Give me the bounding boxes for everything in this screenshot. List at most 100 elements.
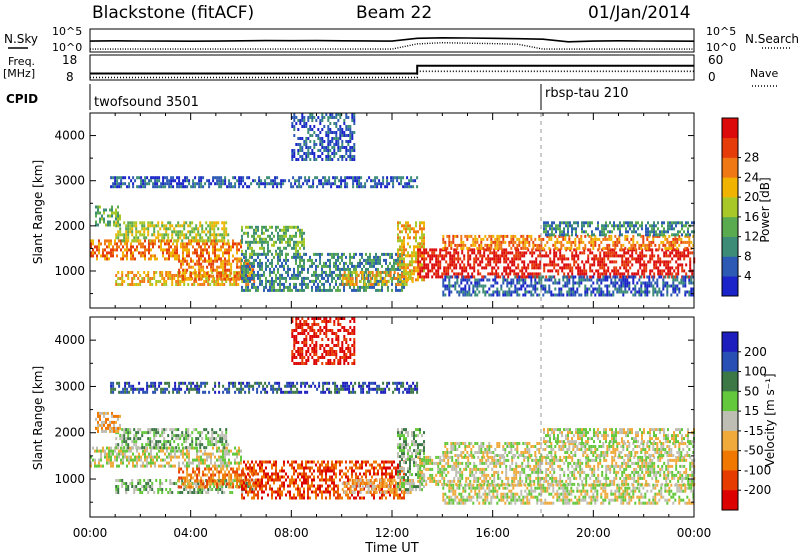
power-cells-cell-4 [214,259,217,263]
power-cells-cell-7 [249,240,251,244]
power-cells-cell-11 [503,257,506,261]
power-cells-cell-6 [299,261,301,265]
power-cells-cell-11 [427,263,430,267]
power-cells-cell-1 [201,224,204,228]
power-cells-cell-14 [668,275,671,279]
power-cells-cell-4 [180,274,183,278]
power-cells-cell-10 [321,119,324,122]
power-cells-cell-9 [409,224,411,228]
power-cells-cell-5 [170,179,173,183]
power-cells-cell-12 [658,246,661,250]
power-cells-cell-12 [628,246,631,250]
power-cells-cell-5 [392,176,395,180]
power-cells-cell-0 [142,245,144,249]
power-cells-cell-11 [679,263,682,267]
velocity-cells-cell-0 [98,461,100,465]
velocity-cells-cell-0 [116,452,118,456]
power-cells-cell-1 [215,224,218,228]
power-cells-cell-6 [243,279,245,283]
power-cells-cell-6 [359,264,361,268]
power-cells-cell-6 [317,273,319,277]
velocity-cells-cell-0 [174,455,176,459]
power-cells-cell-1 [127,233,130,237]
power-cells-cell-11 [473,260,476,264]
power-cells-cell-11 [493,254,496,258]
power-cells-cell-7 [245,231,247,235]
power-cells-cell-12 [506,234,509,238]
power-cells-cell-14 [566,275,569,279]
power-cells-cell-0 [132,251,134,255]
power-cells-cell-0 [132,245,134,249]
power-cells-cell-6 [289,288,291,292]
power-cells-cell-12 [528,240,531,244]
power-cells-cell-1 [161,224,164,228]
power-cells-cell-12 [472,243,475,247]
power-cells-cell-1 [179,224,182,228]
power-cells-cell-11 [451,263,454,267]
velocity-cells-cell-0 [234,446,236,450]
power-cells-cell-7 [281,249,283,253]
power-cells-cell-10 [307,152,310,155]
power-cells-cell-6 [259,264,261,268]
power-cells-cell-12 [640,243,643,247]
power-cells-cell-0 [186,248,188,252]
power-cells-cell-4 [182,274,185,278]
power-cells-cell-14 [564,284,567,288]
velocity-cells-cell-0 [120,449,122,453]
power-cells-cell-11 [431,275,434,279]
power-cells-cell-11 [419,260,422,264]
power-cells-cell-10 [297,128,300,131]
power-cells-cell-6 [293,282,295,286]
power-cells-cell-10 [339,146,342,149]
power-cells-cell-3 [131,283,134,286]
power-cells-cell-6 [295,282,297,286]
power-cells-cell-14 [586,275,589,279]
power-cells-cell-5 [410,179,413,183]
power-cells-cell-1 [215,233,218,237]
power-cells-cell-6 [323,276,325,280]
power-cells-cell-12 [598,237,601,241]
power-cells-cell-6 [397,264,399,268]
power-cells-cell-0 [188,254,190,258]
power-cells-cell-3 [141,280,144,283]
power-cells-cell-12 [496,243,499,247]
power-cells-cell-6 [251,276,253,280]
power-cells-cell-0 [110,251,112,255]
power-cells-cell-12 [452,237,455,241]
power-cells-cell-11 [493,248,496,252]
power-cells-cell-12 [578,237,581,241]
power-cells-cell-9 [407,263,409,267]
power-cells-cell-2 [95,205,97,209]
velocity-cells-cell-0 [118,452,120,456]
power-cells-cell-6 [365,258,367,262]
power-cells-cell-4 [182,259,185,263]
power-cells-cell-5 [332,182,335,186]
power-cells-cell-11 [649,254,652,258]
power-cells-cell-11 [621,275,624,279]
power-cells-cell-10 [343,119,346,122]
power-cells-cell-0 [152,254,154,258]
power-cells-cell-6 [353,252,355,256]
power-cells-cell-4 [198,277,201,281]
power-cells-cell-10 [353,131,356,134]
power-cells-cell-0 [130,242,132,246]
power-cells-cell-4 [200,265,203,269]
power-cells-cell-11 [639,254,642,258]
power-cells-cell-0 [204,242,206,246]
power-cells-cell-10 [319,143,322,146]
power-cells-cell-12 [590,243,593,247]
power-cells-cell-6 [329,252,331,256]
power-cells-cell-6 [271,270,273,274]
power-cells-cell-11 [679,251,682,255]
power-cells-cell-3 [121,277,124,280]
power-cells-cell-12 [642,237,645,241]
power-cells-cell-14 [656,293,659,297]
power-cells-cell-9 [403,248,405,252]
power-cells-cell-1 [223,227,226,231]
power-cells-cell-10 [309,140,312,143]
power-cells-cell-11 [543,254,546,258]
power-cells-cell-14 [682,278,685,282]
power-cells-cell-5 [192,179,195,183]
power-cells-cell-14 [536,281,539,285]
power-cells-cell-1 [163,227,166,231]
